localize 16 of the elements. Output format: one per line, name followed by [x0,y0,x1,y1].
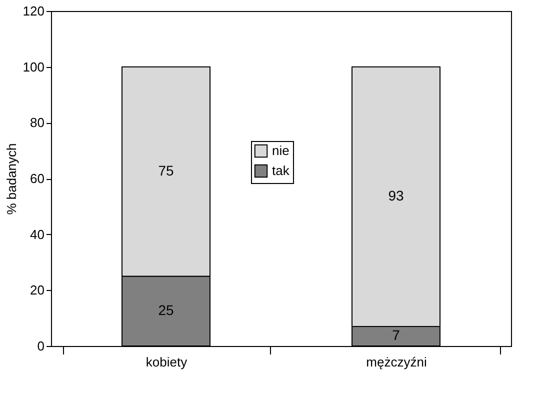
data-label: 75 [158,162,174,179]
y-tick-label: 120 [22,4,44,18]
data-label: 25 [158,302,174,318]
y-tick-label: 100 [22,59,44,74]
y-tick-label: 20 [30,282,44,298]
y-tick-label: 60 [30,171,44,186]
legend-label: nie [272,143,290,158]
y-axis-title: % badanych [4,143,19,215]
y-tick-label: 40 [30,226,44,242]
x-tick-label: mężczyźni [366,354,427,370]
data-label: 7 [392,327,400,344]
x-tick-label: kobiety [146,354,188,370]
data-label: 93 [388,188,404,204]
y-tick-label: 0 [37,338,44,354]
legend-label: tak [272,163,290,178]
y-tick-label: 80 [30,115,44,130]
